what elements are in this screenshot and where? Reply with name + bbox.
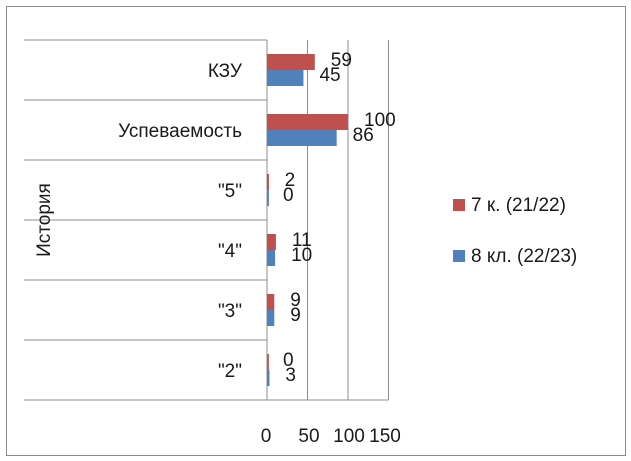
data-label: 0 (283, 185, 294, 206)
legend-swatch-1 (453, 199, 465, 211)
x-tick-label: 50 (298, 426, 319, 447)
bar-series1 (267, 234, 276, 250)
data-label: 11 (292, 230, 312, 251)
bar-series2 (267, 250, 276, 266)
chart-frame (6, 6, 626, 456)
category-label: Успеваемость (118, 121, 242, 142)
bar-series2 (267, 130, 337, 146)
group-label: История (34, 183, 55, 257)
legend-swatch-2 (453, 250, 465, 262)
bar-series2 (267, 310, 275, 326)
category-label: КЗУ (208, 61, 243, 82)
bar-stub (267, 354, 269, 370)
bar-series2 (267, 70, 304, 86)
x-tick-label: 0 (261, 426, 272, 447)
category-label: "5" (218, 181, 242, 202)
legend-label: 7 к. (21/22) (471, 195, 566, 216)
data-label: 100 (364, 110, 396, 131)
bar-series1 (267, 114, 348, 130)
legend-label: 8 кл. (22/23) (471, 246, 577, 267)
x-tick-label: 150 (369, 426, 401, 447)
category-label: "2" (218, 361, 242, 382)
data-label: 9 (290, 290, 301, 311)
data-label: 3 (285, 365, 296, 386)
category-label: "4" (218, 241, 242, 262)
bar-stub (267, 370, 270, 386)
category-label: "3" (218, 301, 242, 322)
bar-series1 (267, 54, 315, 70)
bar-series1 (267, 294, 275, 310)
data-label: 86 (353, 125, 374, 146)
bar-stub (267, 174, 269, 190)
data-label: 45 (319, 65, 340, 86)
data-label: 59 (331, 50, 352, 71)
x-tick-label: 100 (333, 426, 365, 447)
data-label: 10 (291, 245, 312, 266)
data-label: 9 (290, 305, 301, 326)
data-label: 0 (283, 350, 294, 371)
data-label: 2 (285, 170, 296, 191)
bar-stub (267, 190, 269, 206)
